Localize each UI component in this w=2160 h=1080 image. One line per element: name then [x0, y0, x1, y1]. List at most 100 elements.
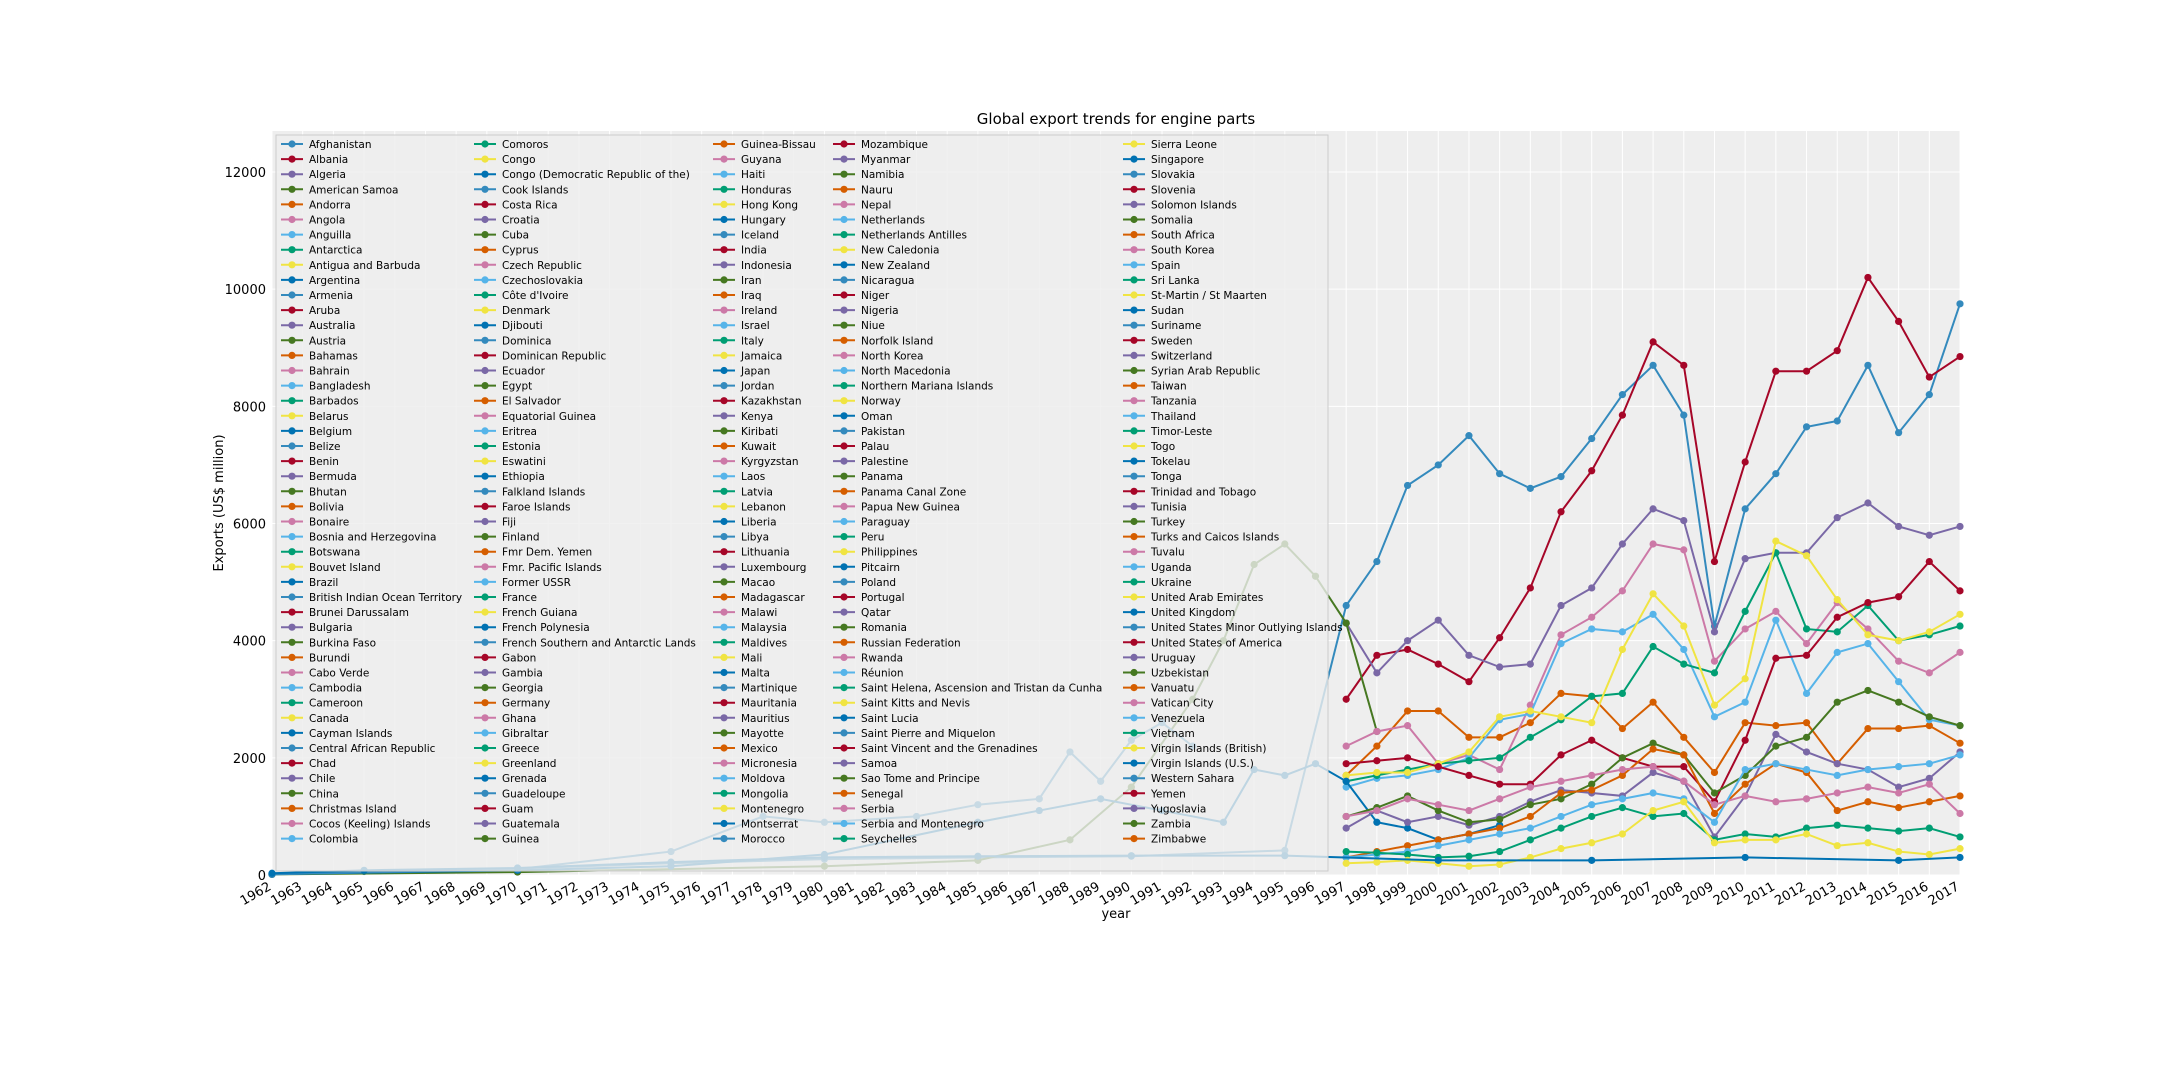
legend-label: French Polynesia — [502, 622, 590, 634]
legend-entry: French Polynesia — [474, 622, 590, 634]
data-point — [1925, 824, 1933, 832]
legend-swatch-marker — [720, 502, 728, 510]
data-point — [1833, 842, 1841, 850]
legend-entry: Oman — [833, 411, 893, 423]
legend-entry: Italy — [713, 335, 764, 347]
legend-entry: Uzbekistan — [1123, 668, 1209, 680]
legend-swatch-marker — [720, 382, 728, 390]
legend-label: Haiti — [741, 169, 765, 181]
legend-entry: Macao — [713, 577, 775, 589]
legend-label: Lithuania — [741, 547, 790, 559]
legend-entry: Zimbabwe — [1123, 834, 1206, 846]
y-tick-label: 6000 — [233, 518, 266, 533]
data-point — [1710, 789, 1719, 797]
x-tick-label: 2011 — [1742, 879, 1778, 909]
data-point — [1895, 763, 1903, 771]
data-point — [1925, 628, 1933, 636]
legend-entry: Haiti — [713, 169, 765, 181]
legend-label: Afghanistan — [309, 139, 372, 151]
legend-swatch-marker — [720, 608, 728, 616]
legend-swatch-marker — [481, 246, 489, 254]
data-point — [1434, 616, 1442, 624]
legend-label: Netherlands Antilles — [861, 230, 967, 242]
data-point — [1741, 555, 1749, 563]
legend-swatch-marker — [840, 246, 848, 254]
legend-label: Argentina — [309, 275, 360, 287]
legend-label: Paraguay — [861, 517, 910, 529]
legend-entry: French Southern and Antarctic Lands — [474, 637, 696, 649]
legend-swatch-marker — [840, 835, 848, 843]
data-point — [1833, 613, 1841, 621]
data-point — [1956, 792, 1964, 800]
legend-entry: Pakistan — [833, 426, 905, 438]
legend-entry: Virgin Islands (British) — [1123, 743, 1266, 755]
data-point — [1833, 789, 1841, 797]
legend-entry: Kuwait — [713, 441, 776, 453]
data-point — [1649, 812, 1657, 821]
legend-label: Kiribati — [741, 426, 778, 438]
data-point — [1741, 836, 1749, 844]
legend-swatch-marker — [288, 215, 296, 224]
series-singapore — [1342, 537, 1964, 780]
data-point — [1403, 722, 1412, 730]
data-point — [1403, 842, 1412, 850]
data-point — [1588, 434, 1596, 443]
legend-label: Malaysia — [741, 622, 787, 634]
legend-label: Costa Rica — [502, 199, 558, 211]
data-point — [1618, 540, 1626, 548]
legend-entry: Netherlands Antilles — [833, 230, 967, 242]
data-point — [1588, 719, 1596, 727]
legend-entry: French Guiana — [474, 607, 577, 619]
data-point — [1373, 858, 1381, 866]
legend-entry: Sao Tome and Principe — [833, 773, 980, 785]
legend-entry: Ecuador — [474, 366, 546, 378]
legend-swatch-marker — [481, 714, 489, 722]
legend-swatch-marker — [1130, 487, 1138, 495]
legend-label: Namibia — [861, 169, 904, 181]
legend-label: Algeria — [309, 169, 346, 181]
data-point — [1833, 771, 1841, 780]
data-point — [1465, 432, 1473, 440]
data-point — [1710, 669, 1719, 677]
legend-label: Faroe Islands — [502, 501, 571, 513]
legend-entry: Madagascar — [713, 592, 805, 604]
series-united-states-of-america — [1342, 804, 1964, 862]
data-point — [1680, 411, 1688, 419]
legend-label: South Korea — [1151, 245, 1215, 257]
legend-entry: Nicaragua — [833, 275, 914, 287]
legend-entry: Tanzania — [1123, 396, 1197, 408]
data-point — [1802, 748, 1811, 756]
data-point — [1588, 613, 1596, 621]
legend-entry: Côte d'Ivoire — [474, 290, 568, 302]
legend-entry: Virgin Islands (U.S.) — [1123, 758, 1254, 770]
data-point — [1833, 821, 1841, 829]
legend-entry: Palestine — [833, 456, 908, 468]
legend-entry: Suriname — [1123, 320, 1201, 332]
legend-swatch-marker — [288, 200, 296, 208]
data-point — [1465, 836, 1473, 844]
data-point — [1956, 622, 1964, 630]
legend-entry: Fmr. Pacific Islands — [474, 562, 602, 574]
x-tick-label: 2001 — [1435, 879, 1471, 909]
legend-swatch-marker — [1130, 291, 1138, 299]
legend-label: Philippines — [861, 547, 918, 559]
legend-label: Nigeria — [861, 305, 899, 317]
legend-swatch-marker — [840, 170, 848, 178]
data-point — [1465, 678, 1473, 686]
legend-entry: Angola — [281, 215, 345, 227]
data-point — [1526, 707, 1534, 715]
data-point — [1956, 587, 1964, 595]
data-point — [1403, 818, 1412, 826]
legend-swatch-marker — [720, 306, 728, 314]
legend-label: Guinea-Bissau — [741, 139, 816, 151]
data-point — [1557, 751, 1565, 759]
data-point — [1680, 361, 1688, 369]
data-point — [1680, 809, 1688, 818]
data-point — [1618, 795, 1626, 803]
data-point — [1741, 780, 1749, 788]
legend-entry: Peru — [833, 532, 884, 544]
x-tick-label: 1975 — [637, 879, 673, 909]
legend-entry: Iceland — [713, 230, 779, 242]
data-point — [1956, 833, 1964, 841]
legend-entry: Djibouti — [474, 320, 543, 332]
